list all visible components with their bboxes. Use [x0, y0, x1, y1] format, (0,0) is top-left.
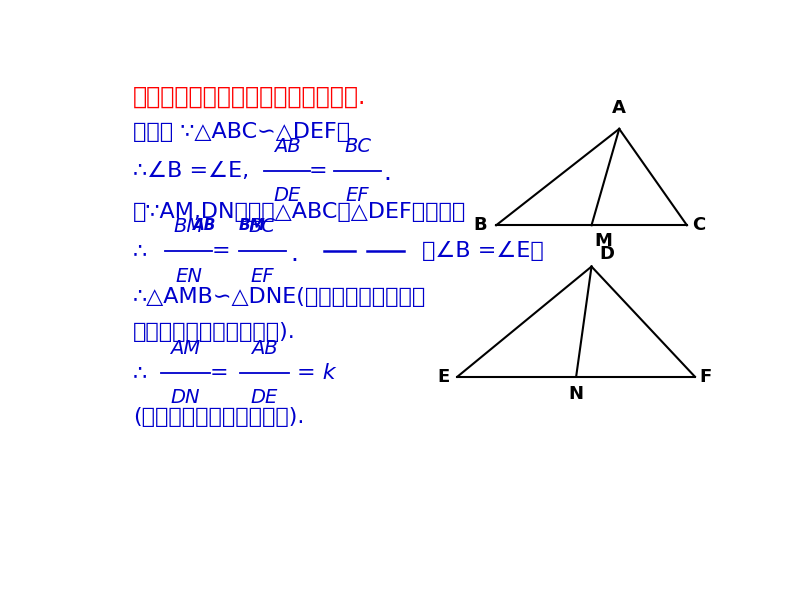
Text: DE: DE — [250, 388, 278, 407]
Text: (相似三角形对应边成比例).: (相似三角形对应边成比例). — [133, 406, 304, 427]
Text: C: C — [692, 216, 705, 234]
Text: ∴: ∴ — [133, 241, 147, 262]
Text: M: M — [595, 232, 612, 250]
Text: =: = — [210, 363, 229, 383]
Text: F: F — [700, 368, 712, 386]
Text: AB: AB — [251, 339, 278, 358]
Text: .: . — [384, 162, 391, 185]
Text: 且∠B =∠E，: 且∠B =∠E， — [422, 241, 544, 262]
Text: B: B — [473, 216, 487, 234]
Text: =: = — [308, 161, 327, 181]
Text: BM: BM — [173, 218, 203, 236]
Text: 相似三角形对应中线的比等于相似比.: 相似三角形对应中线的比等于相似比. — [133, 85, 367, 108]
Text: A: A — [612, 100, 626, 117]
Text: BC: BC — [344, 137, 372, 156]
Text: ∴∠B =∠E,: ∴∠B =∠E, — [133, 161, 249, 181]
Text: AM: AM — [170, 339, 201, 358]
Text: ∴△AMB∽△DNE(两边对应成比例且夹: ∴△AMB∽△DNE(两边对应成比例且夹 — [133, 287, 426, 308]
Text: 又∵AM,DN分别是△ABC和△DEF的中线，: 又∵AM,DN分别是△ABC和△DEF的中线， — [133, 203, 466, 222]
Text: BC: BC — [249, 218, 276, 236]
Text: AB: AB — [194, 218, 217, 233]
Text: 角相等的两个三角形相似).: 角相等的两个三角形相似). — [133, 322, 296, 342]
Text: EN: EN — [175, 266, 202, 285]
Text: EF: EF — [346, 186, 369, 205]
Text: BM: BM — [238, 218, 265, 233]
Text: AB: AB — [274, 137, 300, 156]
Text: D: D — [599, 245, 614, 263]
Text: DN: DN — [171, 388, 200, 407]
Text: ∴: ∴ — [133, 363, 147, 383]
Text: EF: EF — [250, 266, 274, 285]
Text: 如图， ∵△ABC∽△DEF，: 如图， ∵△ABC∽△DEF， — [133, 122, 350, 142]
Text: DE: DE — [273, 186, 301, 205]
Text: N: N — [569, 385, 584, 403]
Text: .: . — [290, 242, 298, 266]
Text: E: E — [437, 368, 450, 386]
Text: =: = — [211, 241, 229, 262]
Text: = k: = k — [298, 363, 336, 383]
